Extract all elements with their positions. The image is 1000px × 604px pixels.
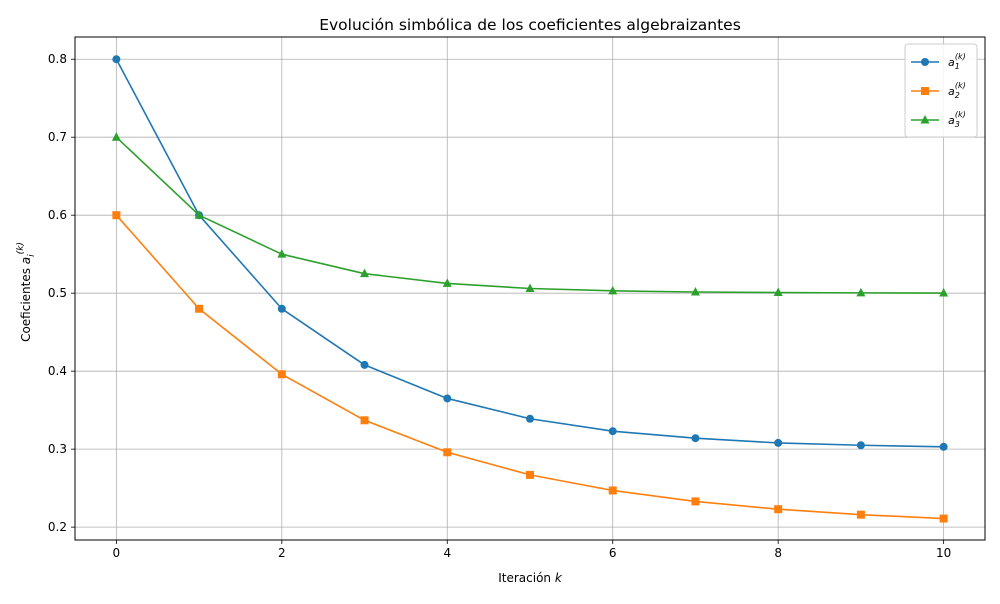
y-tick-label: 0.2 [48, 520, 67, 534]
x-tick-label: 4 [443, 546, 451, 560]
data-point [526, 414, 534, 423]
data-point [856, 441, 865, 450]
axis-ticks: 0 2 4 6 8 10 0.2 0.3 0.4 0.5 0.6 0.7 0.8 [48, 52, 951, 560]
legend-label: a1(k) [948, 52, 966, 71]
data-point [277, 370, 286, 379]
data-point [690, 287, 700, 296]
x-axis-label-var: k [555, 571, 563, 585]
data-point [442, 278, 452, 287]
data-point [773, 287, 783, 297]
legend-label-sub: 1 [955, 62, 960, 71]
data-point [443, 448, 452, 457]
y-tick-label: 0.6 [48, 208, 67, 222]
data-point [691, 434, 700, 443]
x-tick-label: 2 [278, 546, 286, 560]
data-point [856, 510, 865, 519]
legend-marker [920, 115, 930, 124]
chart-title: Evolución simbólica de los coeficientes … [319, 16, 741, 34]
legend-label-sup: (k) [955, 110, 966, 119]
data-point [526, 470, 534, 479]
legend-label-sup: (k) [955, 81, 966, 90]
y-tick-label: 0.5 [48, 286, 67, 300]
legend-label-var: a [948, 85, 955, 98]
legend-label-sup: (k) [955, 52, 966, 61]
data-point [360, 360, 369, 369]
legend: a1(k)a2(k)a3(k) [904, 43, 978, 138]
legend-item-1: a1(k) [911, 52, 966, 71]
legend-label-var: a [948, 114, 955, 127]
data-point [360, 416, 369, 425]
legend-label: a3(k) [948, 110, 966, 129]
legend-label-sub: 3 [955, 120, 960, 129]
x-tick-label: 8 [774, 546, 782, 560]
y-tick-label: 0.8 [48, 52, 67, 66]
data-point [195, 304, 204, 313]
data-point [443, 394, 452, 403]
data-point [691, 497, 700, 506]
legend-box [904, 43, 978, 138]
series-1 [112, 55, 948, 451]
legend-item-2: a2(k) [911, 81, 966, 100]
legend-label-sub: 2 [955, 91, 960, 100]
data-point [360, 268, 370, 278]
legend-label-var: a [948, 56, 955, 69]
data-point [277, 304, 286, 313]
data-point [939, 514, 948, 523]
x-axis-label-text: Iteración [498, 571, 555, 585]
data-point [939, 442, 948, 451]
y-tick-label: 0.7 [48, 130, 67, 144]
series-3 [111, 132, 949, 297]
data-point [111, 132, 121, 141]
data-point [774, 505, 783, 514]
data-point [608, 285, 618, 295]
y-tick-label: 0.4 [48, 364, 67, 378]
y-axis-label: Coeficientes ai(k) [16, 242, 37, 342]
y-tick-label: 0.3 [48, 442, 67, 456]
y-axis-label-sup: (k) [16, 242, 26, 254]
series-group [111, 55, 949, 523]
legend-item-3: a3(k) [911, 110, 966, 129]
legend-label: a2(k) [948, 81, 966, 100]
y-axis-label-text: Coeficientes [19, 264, 33, 342]
legend-marker [921, 87, 929, 95]
data-point [112, 211, 121, 220]
series-2 [112, 211, 948, 523]
data-point [608, 427, 617, 436]
data-point [856, 287, 866, 297]
data-point [525, 283, 535, 292]
data-point [194, 210, 204, 219]
x-axis-label: Iteración k [498, 571, 563, 585]
y-axis-label-var: a [19, 257, 33, 264]
data-point [112, 55, 121, 64]
legend-marker [921, 58, 929, 66]
plot-frame [74, 36, 986, 541]
x-tick-label: 0 [113, 546, 121, 560]
y-axis-label-sub: i [27, 254, 37, 257]
data-point [939, 288, 949, 297]
x-tick-label: 6 [609, 546, 617, 560]
data-point [277, 249, 287, 258]
data-point [774, 438, 783, 447]
data-point [608, 486, 617, 495]
x-tick-label: 10 [936, 546, 951, 560]
